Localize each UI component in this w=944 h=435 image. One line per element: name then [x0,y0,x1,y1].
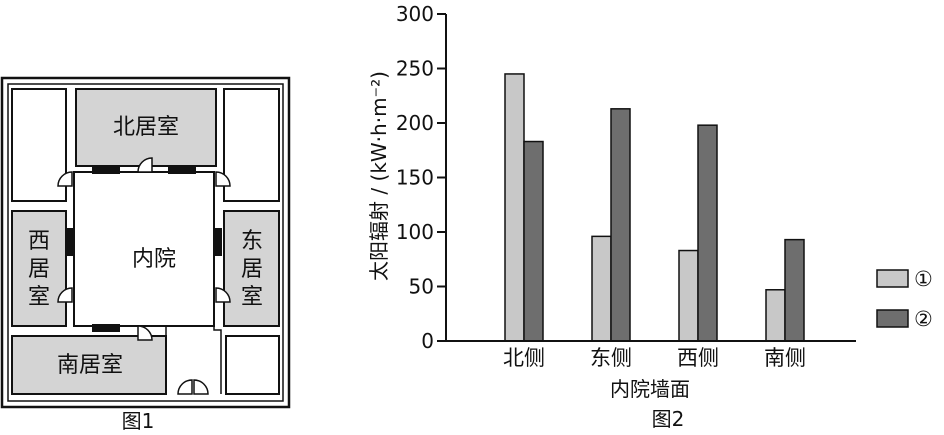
floor-plan: 北居室 内院 西 居 室 东 居 室 南居室 图1 [0,76,291,433]
y-tick-label: 150 [396,166,434,190]
window-west [66,228,74,256]
room-northwest [11,88,67,202]
room-northeast [223,88,280,202]
y-axis-title: 太阳辐射 / (kW·h·m⁻²) [367,71,391,281]
x-tick-label: 南侧 [764,346,806,370]
window-east [214,228,222,256]
door-north [137,157,153,173]
bars [504,73,805,342]
label-east-room-3: 室 [241,285,263,310]
bar-2 [784,238,805,342]
y-tick-label: 250 [396,57,434,81]
gate-right [193,379,209,395]
label-west-room-1: 西 [28,229,50,254]
door-south-room [137,325,153,341]
door-west [57,287,73,303]
x-tick-label: 东侧 [590,346,632,370]
room-west [11,210,67,327]
bar-chart: 太阳辐射 / (kW·h·m⁻²) 0 50 100 150 200 250 300 北侧 东… [367,2,933,431]
gate-left [177,379,193,395]
outer-wall [0,76,291,409]
door-east [215,287,231,303]
corridor [165,326,222,394]
bar-2 [697,124,718,342]
y-tick-label: 200 [396,111,434,135]
legend-swatch [876,269,909,288]
bar-1 [591,235,612,342]
window-south [92,324,120,332]
y-tick-label: 50 [409,275,434,299]
label-west-room-3: 室 [28,285,50,310]
bar-1 [504,73,525,342]
legend: ①② [876,267,933,331]
figure1-caption: 图1 [122,409,155,433]
bar-2 [610,108,631,342]
figure2-caption: 图2 [652,407,685,431]
y-tick-label: 100 [396,220,434,244]
x-tick-label: 西侧 [677,346,719,370]
x-tick-label: 北侧 [503,346,545,370]
label-west-room-2: 居 [28,257,50,282]
bar-2 [523,140,544,342]
legend-label: ② [914,307,933,331]
inner-wall [7,83,284,402]
room-east [223,210,280,327]
window-north-left [92,166,120,174]
room-southeast [225,335,280,395]
label-south-room: 南居室 [57,353,123,378]
bar-1 [678,249,699,342]
door-northwest [57,171,73,187]
label-east-room-2: 居 [241,257,263,282]
label-east-room-1: 东 [241,229,263,254]
room-south [11,335,167,395]
x-ticks: 北侧 东侧 西侧 南侧 [503,346,806,370]
y-tick-label: 0 [421,329,434,353]
courtyard [73,171,215,327]
y-tick-label: 300 [396,2,434,26]
label-courtyard: 内院 [132,247,176,272]
label-north-room: 北居室 [113,115,179,140]
legend-label: ① [914,267,933,291]
window-north-right [168,166,196,174]
bar-1 [765,289,786,342]
x-axis-title: 内院墙面 [610,377,690,401]
legend-swatch [876,309,909,328]
y-ticks: 0 50 100 150 200 250 300 [396,2,446,353]
door-northeast [215,171,231,187]
